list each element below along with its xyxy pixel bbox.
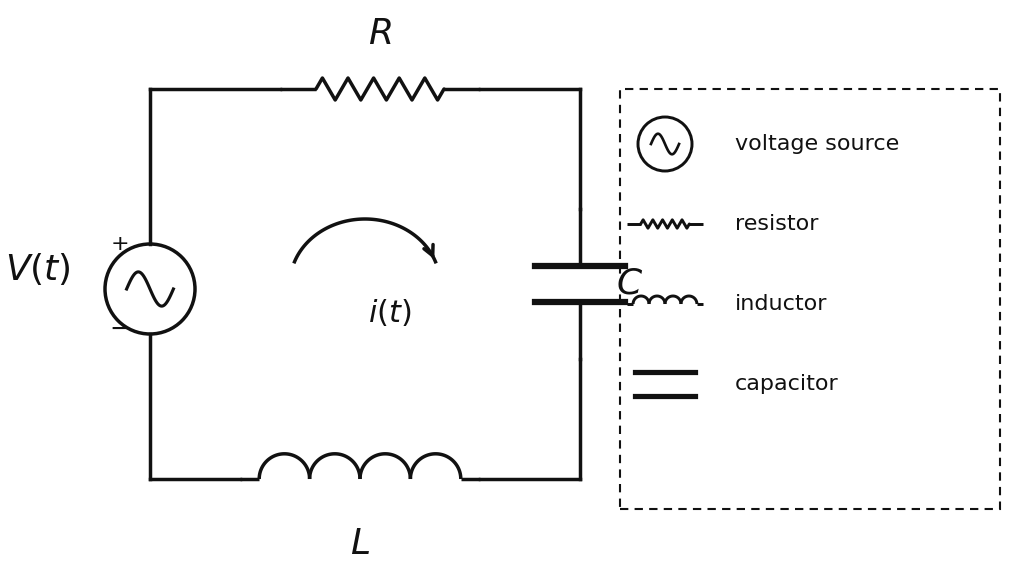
- Text: $i(t)$: $i(t)$: [369, 299, 412, 329]
- Text: voltage source: voltage source: [735, 134, 899, 154]
- Text: resistor: resistor: [735, 214, 818, 234]
- Text: +: +: [111, 234, 129, 254]
- Text: −: −: [110, 317, 130, 341]
- Text: inductor: inductor: [735, 294, 827, 314]
- Text: capacitor: capacitor: [735, 374, 839, 394]
- Text: $V(t)$: $V(t)$: [5, 251, 71, 287]
- Text: $R$: $R$: [369, 17, 392, 51]
- Text: $L$: $L$: [350, 527, 370, 561]
- Text: $C$: $C$: [616, 267, 643, 301]
